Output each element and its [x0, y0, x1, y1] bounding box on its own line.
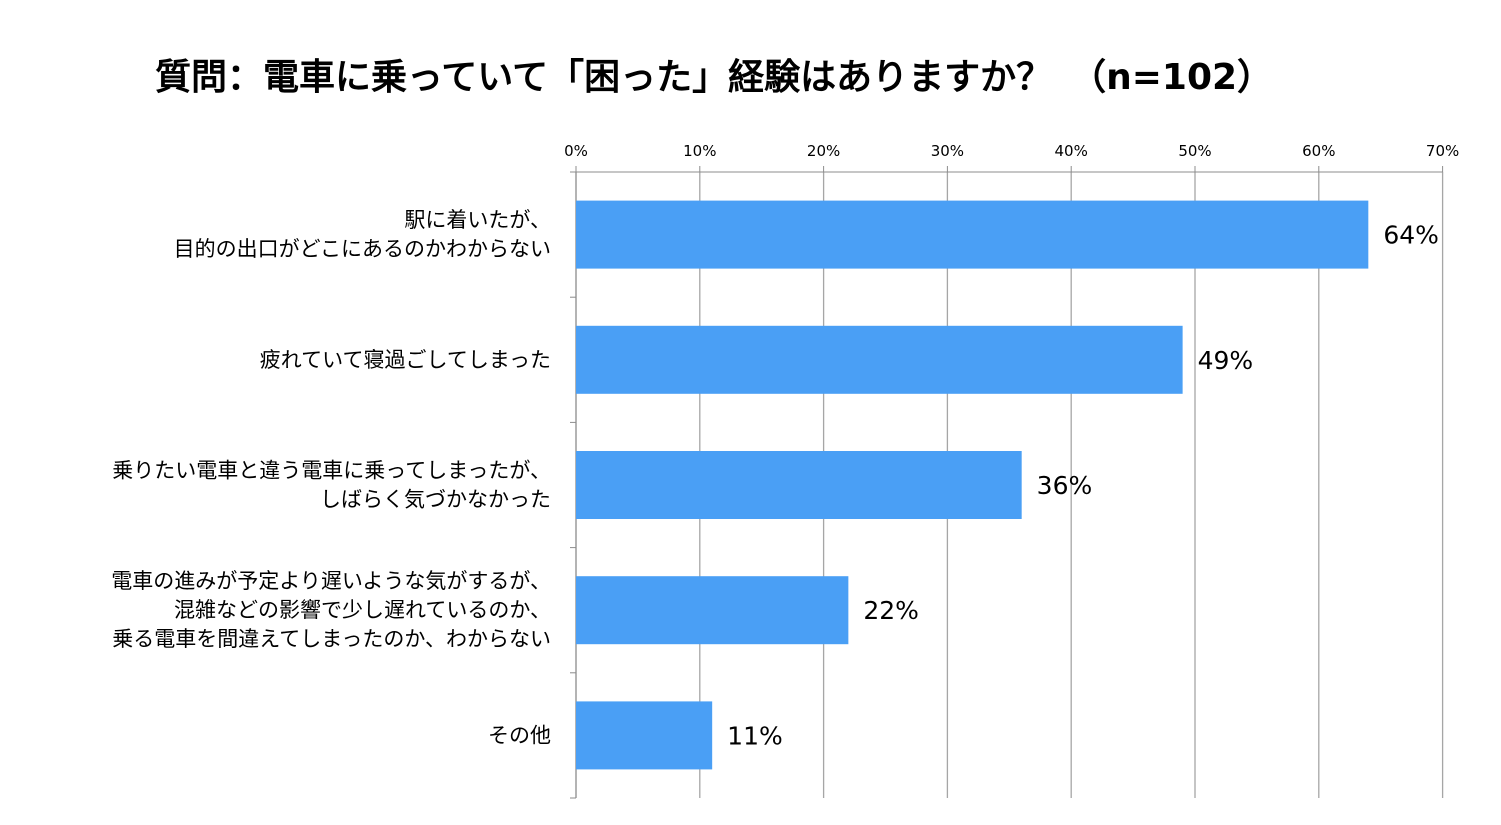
chart-title-text: 質問：電車に乗っていて「困った」経験はありますか？ （n=102） [155, 57, 1274, 98]
category-label: 乗る電車を間違えてしまったのか、わからない [112, 627, 551, 651]
x-tick-label: 70% [1426, 142, 1459, 160]
category-label: 駅に着いたが、 [404, 208, 551, 232]
bar [576, 576, 849, 645]
bar [576, 451, 1022, 519]
category-label: 電車の進みが予定より遅いような気がするが、 [111, 569, 551, 593]
category-label: しばらく気づかなかった [320, 488, 551, 512]
data-label: 64% [1383, 221, 1439, 250]
x-tick-label: 10% [683, 142, 716, 160]
bar [576, 325, 1183, 394]
x-tick-label: 50% [1178, 142, 1211, 160]
x-tick-label: 30% [931, 142, 964, 160]
x-tick-label: 40% [1055, 142, 1088, 160]
x-tick-label: 0% [564, 142, 588, 160]
category-label: 乗りたい電車と違う電車に乗ってしまったが、 [112, 459, 551, 483]
category-label: 疲れていて寝過ごしてしまった [260, 348, 551, 372]
bar [576, 701, 713, 770]
bar [576, 200, 1369, 269]
data-label: 49% [1198, 346, 1254, 375]
data-label: 36% [1037, 471, 1093, 500]
category-label: 混雑などの影響で少し遅れているのか、 [174, 598, 551, 622]
data-label: 22% [863, 596, 919, 625]
category-label: その他 [488, 723, 551, 747]
category-label: 目的の出口がどこにあるのかわからない [174, 237, 551, 261]
data-label: 11% [727, 721, 783, 750]
x-tick-label: 20% [807, 142, 840, 160]
x-tick-label: 60% [1302, 142, 1335, 160]
